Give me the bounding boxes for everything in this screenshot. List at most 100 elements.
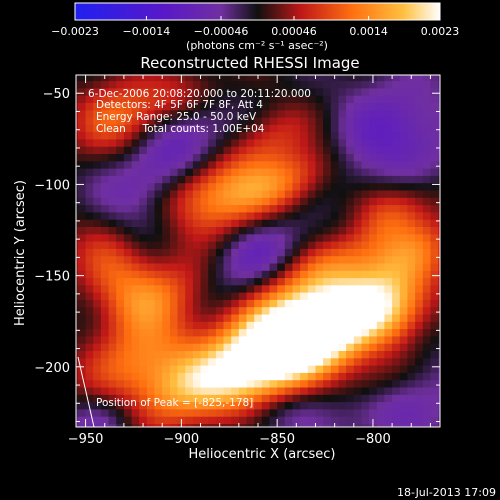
heatmap-cell	[192, 153, 202, 162]
heatmap-cell	[192, 270, 202, 279]
heatmap-cell	[315, 386, 324, 395]
heatmap-cell	[446, 307, 454, 315]
heatmap-cell	[361, 270, 370, 279]
heatmap-cell	[123, 270, 133, 279]
heatmap-cell	[330, 226, 340, 235]
heatmap-cell	[215, 95, 225, 103]
heatmap-cell	[215, 401, 225, 410]
heatmap-cell	[369, 102, 378, 111]
heatmap-cell	[116, 175, 125, 184]
heatmap-cell	[254, 153, 263, 162]
heatmap-cell	[284, 233, 294, 242]
heatmap-cell	[238, 379, 248, 388]
heatmap-cell	[392, 255, 401, 264]
y-tick-label: −100	[34, 178, 70, 193]
heatmap-cell	[238, 284, 248, 293]
heatmap-cell	[76, 131, 79, 140]
heatmap-cell	[77, 306, 87, 315]
heatmap-cell	[277, 211, 286, 220]
heatmap-cell	[284, 182, 294, 191]
heatmap-cell	[292, 153, 301, 162]
heatmap-cell	[146, 401, 156, 410]
heatmap-cell	[238, 335, 248, 344]
heatmap-cell	[438, 262, 440, 271]
heatmap-cell	[169, 292, 179, 300]
heatmap-cell	[76, 102, 79, 111]
heatmap-cell	[162, 131, 171, 140]
heatmap-cell	[76, 306, 79, 315]
heatmap-cell	[185, 211, 194, 220]
heatmap-cell	[361, 335, 370, 344]
heatmap-cell	[223, 292, 232, 300]
heatmap-cell	[446, 343, 454, 351]
heatmap-cell	[430, 401, 439, 410]
heatmap-cell	[338, 168, 347, 176]
heatmap-cell	[261, 313, 271, 322]
heatmap-cell	[154, 189, 163, 198]
heatmap-cell	[177, 233, 186, 242]
heatmap-cell	[292, 386, 301, 395]
heatmap-cell	[200, 423, 209, 427]
heatmap-cell	[254, 124, 263, 133]
heatmap-cell	[392, 241, 401, 249]
heatmap-cell	[261, 408, 271, 417]
heatmap-cell	[108, 248, 117, 257]
heatmap-cell	[415, 423, 424, 427]
heatmap-cell	[139, 95, 148, 103]
heatmap-cell	[123, 226, 133, 235]
heatmap-cell	[200, 284, 209, 293]
heatmap-cell	[269, 226, 278, 235]
heatmap-cell	[277, 95, 286, 103]
heatmap-cell	[200, 408, 209, 417]
heatmap-cell	[438, 197, 440, 206]
heatmap-cell	[254, 131, 263, 140]
heatmap-cell	[223, 306, 232, 315]
heatmap-cell	[76, 335, 79, 344]
heatmap-cell	[338, 306, 347, 315]
heatmap-cell	[399, 306, 409, 315]
heatmap-cell	[254, 189, 263, 198]
heatmap-cell	[338, 423, 347, 427]
heatmap-cell	[238, 211, 248, 220]
heatmap-cell	[346, 182, 355, 191]
heatmap-cell	[162, 262, 171, 271]
heatmap-cell	[77, 182, 87, 191]
heatmap-cell	[131, 284, 140, 293]
heatmap-cell	[315, 357, 324, 366]
heatmap-cell	[338, 357, 347, 366]
heatmap-cell	[353, 168, 363, 176]
heatmap-cell	[277, 248, 286, 257]
heatmap-cell	[116, 270, 125, 279]
heatmap-cell	[162, 270, 171, 279]
heatmap-cell	[284, 204, 294, 213]
heatmap-cell	[108, 124, 117, 133]
heatmap-cell	[146, 328, 156, 337]
heatmap-cell	[284, 168, 294, 176]
heatmap-cell	[139, 255, 148, 264]
heatmap-cell	[108, 102, 117, 111]
heatmap-cell	[93, 138, 102, 147]
heatmap-cell	[338, 241, 347, 249]
heatmap-cell	[108, 394, 117, 403]
heatmap-cell	[315, 292, 324, 300]
heatmap-cell	[422, 80, 432, 89]
heatmap-cell	[446, 146, 454, 154]
heatmap-cell	[123, 372, 133, 381]
heatmap-cell	[254, 87, 263, 96]
heatmap-cell	[430, 416, 439, 424]
heatmap-cell	[292, 116, 301, 125]
heatmap-cell	[223, 226, 232, 235]
heatmap-cell	[208, 394, 217, 403]
heatmap-cell	[200, 75, 209, 82]
heatmap-cell	[261, 284, 271, 293]
heatmap-cell	[446, 226, 454, 234]
heatmap-cell	[446, 241, 454, 249]
heatmap-cell	[300, 401, 309, 410]
heatmap-cell	[208, 416, 217, 424]
heatmap-cell	[376, 95, 386, 103]
colorbar-tick-label: 0.0014	[349, 25, 388, 38]
heatmap-cell	[139, 168, 148, 176]
heatmap-cell	[361, 102, 370, 111]
heatmap-cell	[415, 401, 424, 410]
heatmap-cell	[300, 379, 309, 388]
